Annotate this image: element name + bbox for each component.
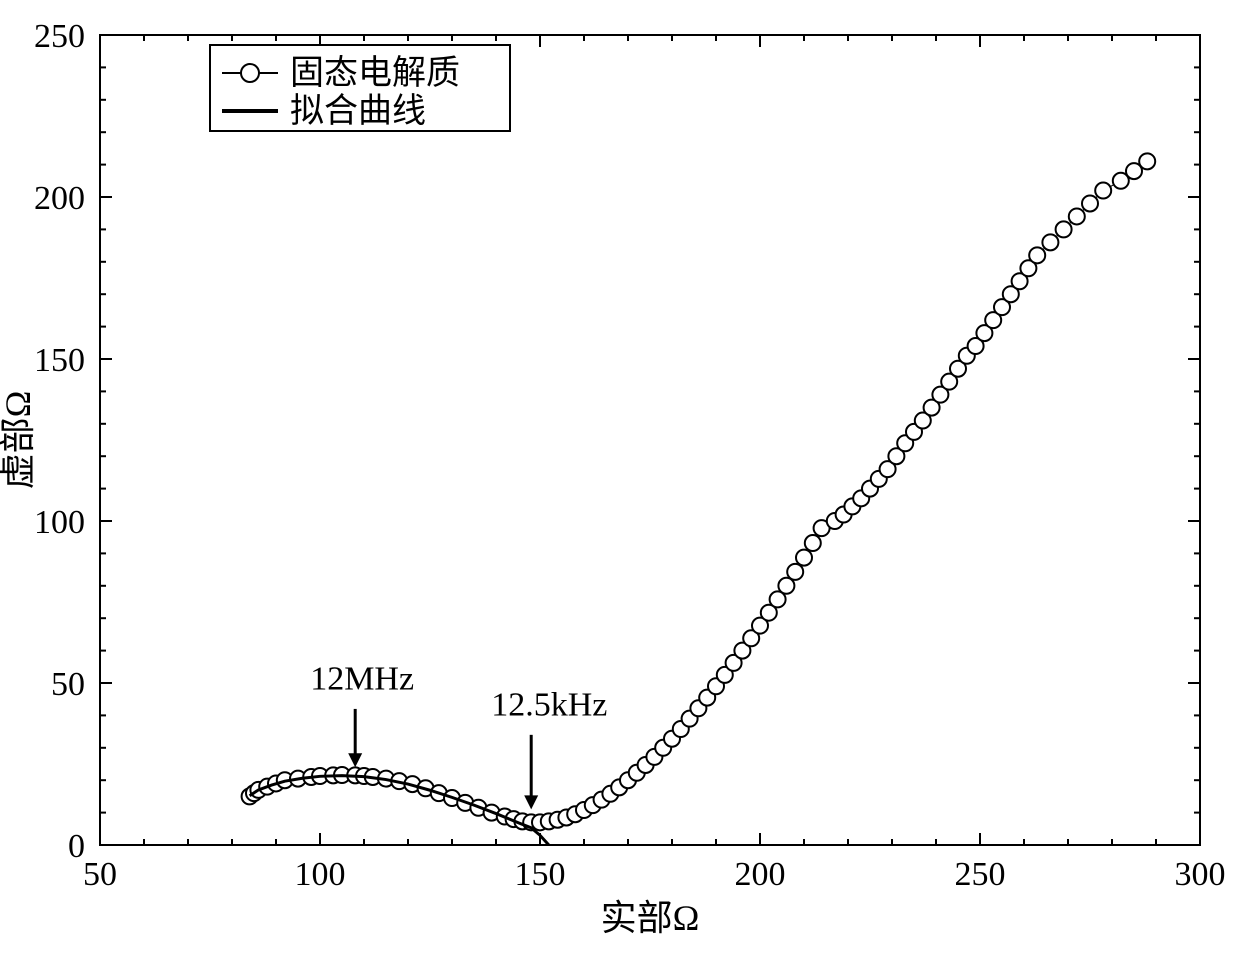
plot-border bbox=[100, 35, 1200, 845]
data-point bbox=[1082, 195, 1098, 211]
y-tick-label: 100 bbox=[34, 504, 85, 541]
x-tick-label: 100 bbox=[295, 856, 346, 893]
y-tick-label: 250 bbox=[34, 18, 85, 55]
x-tick-label: 300 bbox=[1175, 856, 1226, 893]
data-point bbox=[1056, 221, 1072, 237]
data-point bbox=[1095, 183, 1111, 199]
data-point bbox=[1139, 153, 1155, 169]
y-tick-label: 0 bbox=[68, 828, 85, 865]
arrow-head-icon bbox=[524, 795, 538, 809]
data-point bbox=[1029, 247, 1045, 263]
scatter-connect-line bbox=[250, 161, 1148, 822]
annotation-label: 12.5kHz bbox=[491, 686, 607, 723]
y-axis-label: 虚部Ω bbox=[0, 391, 38, 490]
annotation-label: 12MHz bbox=[310, 660, 414, 697]
y-tick-label: 200 bbox=[34, 180, 85, 217]
legend-label-2: 拟合曲线 bbox=[290, 92, 426, 130]
y-tick-label: 150 bbox=[34, 342, 85, 379]
data-point bbox=[1042, 234, 1058, 250]
data-point bbox=[805, 535, 821, 551]
chart-svg: 50100150200250300050100150200250实部Ω虚部Ω12… bbox=[0, 0, 1240, 953]
y-tick-label: 50 bbox=[51, 666, 85, 703]
legend-marker-icon bbox=[241, 64, 259, 82]
x-tick-label: 50 bbox=[83, 856, 117, 893]
x-tick-label: 250 bbox=[955, 856, 1006, 893]
data-point bbox=[1069, 208, 1085, 224]
arrow-head-icon bbox=[348, 753, 362, 767]
legend-label-1: 固态电解质 bbox=[290, 54, 460, 92]
x-tick-label: 150 bbox=[515, 856, 566, 893]
x-axis-label: 实部Ω bbox=[601, 898, 700, 938]
data-point bbox=[796, 550, 812, 566]
data-point bbox=[787, 564, 803, 580]
plot-group bbox=[242, 153, 1156, 845]
x-tick-label: 200 bbox=[735, 856, 786, 893]
nyquist-chart: 50100150200250300050100150200250实部Ω虚部Ω12… bbox=[0, 0, 1240, 953]
